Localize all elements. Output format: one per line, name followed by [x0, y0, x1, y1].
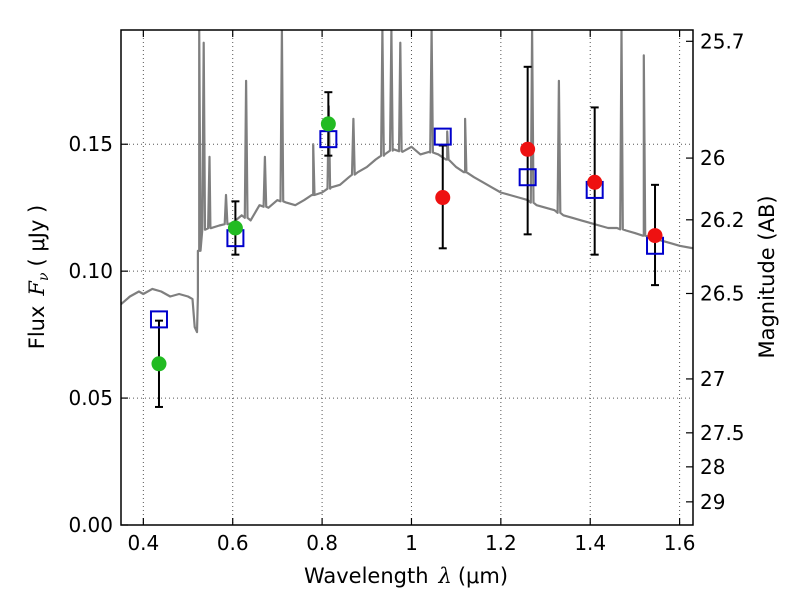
observed-photometry	[151, 116, 663, 372]
x-axis-label-text: Wavelength	[304, 564, 429, 588]
model-square	[433, 127, 452, 146]
y-axis-ticks: 0.00 0.05 0.10 0.15	[68, 132, 128, 537]
x-tick-label: 0.6	[217, 531, 249, 555]
x-tick-label: 1.6	[664, 531, 696, 555]
y2-tick-label: 27	[700, 367, 725, 391]
model-square	[149, 310, 168, 329]
model-spectrum	[121, 30, 693, 334]
y-tick-label: 0.10	[68, 259, 113, 283]
observed-point	[587, 174, 603, 190]
observed-point	[647, 228, 663, 244]
x-tick-label: 0.4	[127, 531, 159, 555]
y-axis-label-unit: ( μJy )	[25, 205, 49, 267]
y2-tick-label: 27.5	[700, 421, 745, 445]
observed-point	[151, 356, 167, 372]
y-tick-label: 0.05	[68, 386, 113, 410]
x-axis-label: Wavelength λ (μm)	[304, 564, 508, 588]
x-axis-label-symbol: λ	[438, 564, 452, 588]
y2-axis-label: Magnitude (AB)	[755, 195, 779, 358]
y-tick-label: 0.00	[68, 513, 113, 537]
y2-tick-label: 25.7	[700, 29, 745, 53]
model-square	[518, 168, 537, 187]
y-axis-label: Flux Fν ( μJy )	[25, 205, 52, 349]
y-tick-label: 0.15	[68, 132, 113, 156]
y2-axis-ticks: 25.7 26 26.2 26.5 27 27.5 28 29	[686, 29, 745, 514]
error-bars	[154, 65, 660, 408]
y-axis-label-symbol: F	[25, 280, 49, 297]
spectrum-line	[121, 30, 693, 334]
model-photometry	[149, 127, 665, 329]
observed-point	[435, 190, 451, 206]
observed-point	[320, 116, 336, 132]
y2-tick-label: 26.2	[700, 208, 745, 232]
y-axis-label-subscript: ν	[36, 272, 52, 281]
grid	[121, 30, 693, 526]
x-tick-label: 1.4	[574, 531, 606, 555]
x-tick-label: 1.2	[485, 531, 517, 555]
x-axis-label-unit: (μm)	[458, 564, 508, 588]
x-tick-label: 1	[405, 531, 418, 555]
y2-tick-label: 29	[700, 490, 725, 514]
y2-tick-label: 28	[700, 455, 725, 479]
y-axis-label-text: Flux	[25, 306, 49, 350]
x-tick-label: 0.8	[306, 531, 338, 555]
observed-point	[227, 220, 243, 236]
observed-point	[520, 141, 536, 157]
x-axis-ticks: 0.4 0.6 0.8 1 1.2 1.4 1.6	[127, 30, 696, 555]
plot-frame	[120, 29, 694, 526]
y2-tick-label: 26	[700, 146, 725, 170]
y2-tick-label: 26.5	[700, 281, 745, 305]
